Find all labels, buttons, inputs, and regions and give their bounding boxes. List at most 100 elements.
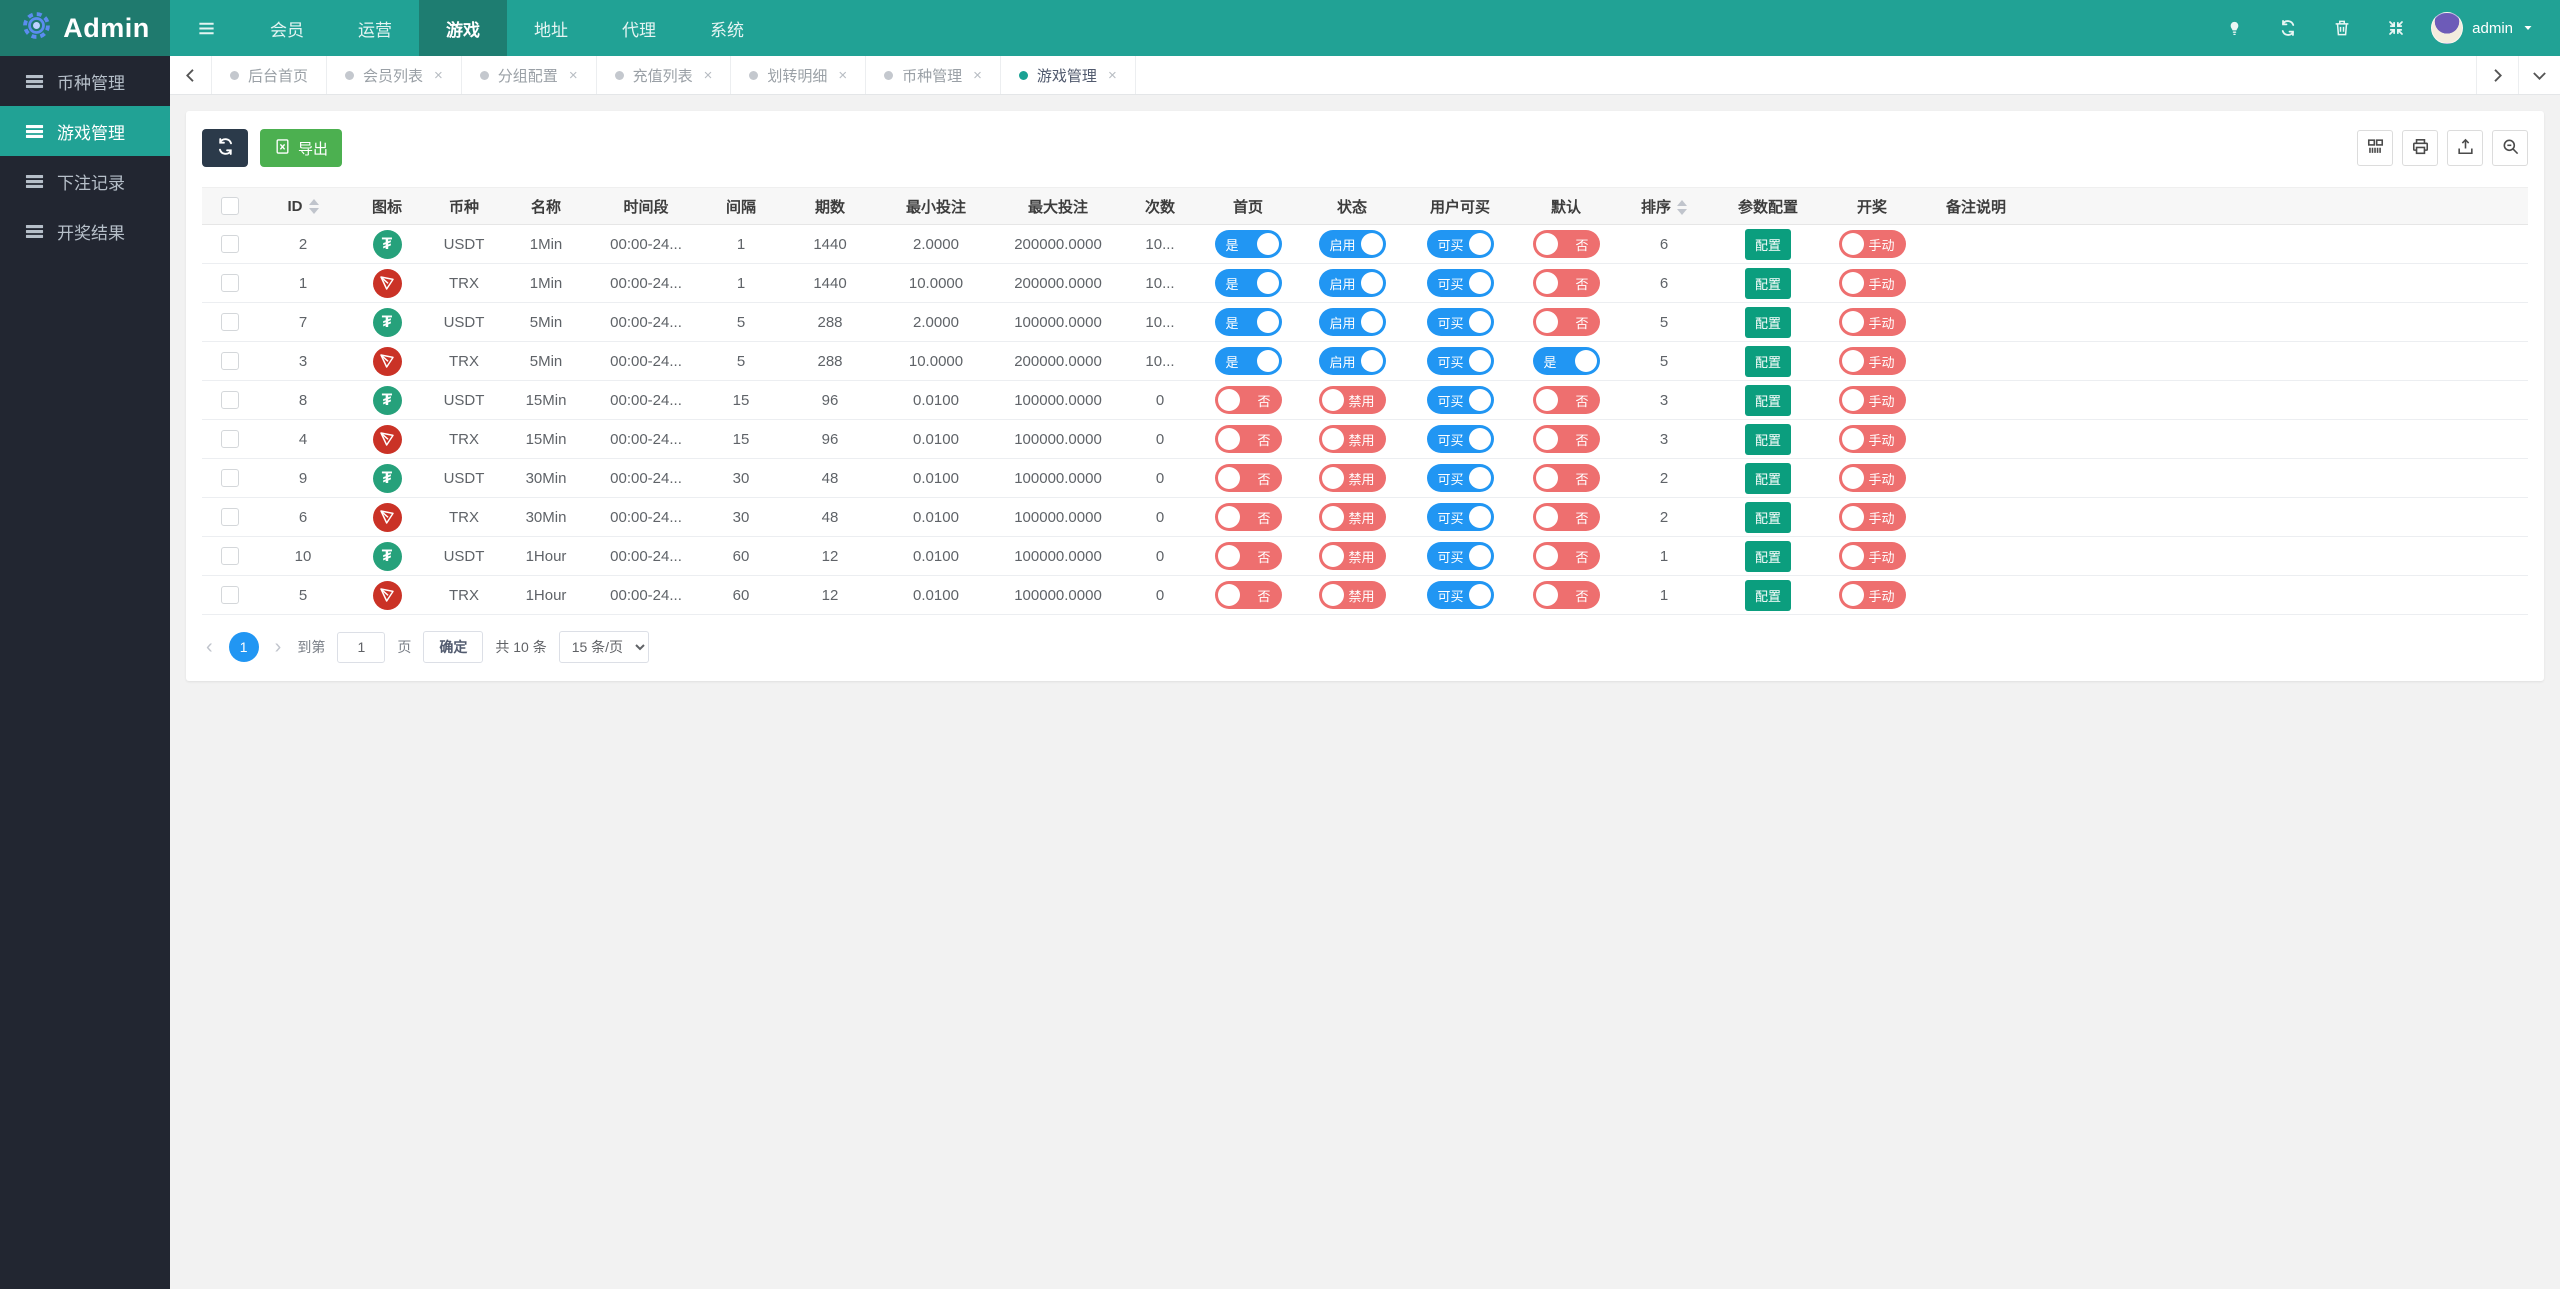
row-checkbox[interactable]: [221, 391, 239, 410]
tabs-scroll-right-button[interactable]: [2476, 56, 2518, 94]
draw-toggle[interactable]: 手动: [1838, 386, 1906, 414]
default-toggle[interactable]: 否: [1532, 503, 1600, 531]
default-toggle[interactable]: 否: [1532, 269, 1600, 297]
user-buy-toggle[interactable]: 可买: [1426, 308, 1494, 336]
tabs-scroll-left-button[interactable]: [170, 56, 212, 94]
config-button[interactable]: 配置: [1744, 462, 1791, 494]
nav-menu-item-2[interactable]: 运营: [331, 0, 419, 56]
draw-toggle[interactable]: 手动: [1838, 425, 1906, 453]
draw-toggle[interactable]: 手动: [1838, 542, 1906, 570]
trash-icon[interactable]: [2333, 19, 2351, 37]
prev-page-button[interactable]: ‹: [206, 635, 213, 658]
confirm-page-button[interactable]: 确定: [423, 631, 484, 663]
tabs-menu-button[interactable]: [2518, 56, 2560, 94]
sort-carets-icon[interactable]: [308, 199, 319, 215]
status-toggle[interactable]: 启用: [1318, 308, 1386, 336]
row-checkbox[interactable]: [221, 430, 239, 449]
export-button[interactable]: 导出: [260, 129, 343, 167]
tab-3[interactable]: 充值列表 ×: [597, 56, 732, 94]
config-button[interactable]: 配置: [1744, 501, 1791, 533]
tab-6[interactable]: 游戏管理 ×: [1001, 56, 1136, 94]
config-button[interactable]: 配置: [1744, 579, 1791, 611]
config-button[interactable]: 配置: [1744, 228, 1791, 260]
user-buy-toggle[interactable]: 可买: [1426, 542, 1494, 570]
home-toggle[interactable]: 否: [1214, 425, 1282, 453]
home-toggle[interactable]: 是: [1214, 269, 1282, 297]
user-buy-toggle[interactable]: 可买: [1426, 581, 1494, 609]
tab-0[interactable]: 后台首页: [212, 56, 328, 94]
draw-toggle[interactable]: 手动: [1838, 503, 1906, 531]
status-toggle[interactable]: 禁用: [1318, 503, 1386, 531]
user-buy-toggle[interactable]: 可买: [1426, 386, 1494, 414]
home-toggle[interactable]: 否: [1214, 464, 1282, 492]
sidebar-item-3[interactable]: 开奖结果: [0, 206, 170, 256]
tab-4[interactable]: 划转明细 ×: [731, 56, 867, 94]
status-toggle[interactable]: 启用: [1318, 230, 1386, 258]
user-buy-toggle[interactable]: 可买: [1426, 503, 1494, 531]
row-checkbox[interactable]: [221, 313, 239, 332]
tab-close-icon[interactable]: ×: [434, 66, 443, 84]
default-toggle[interactable]: 否: [1532, 230, 1600, 258]
row-checkbox[interactable]: [221, 547, 239, 566]
config-button[interactable]: 配置: [1744, 384, 1791, 416]
next-page-button[interactable]: ›: [274, 635, 282, 658]
default-toggle[interactable]: 是: [1532, 347, 1600, 375]
row-checkbox[interactable]: [221, 508, 239, 527]
user-buy-toggle[interactable]: 可买: [1426, 464, 1494, 492]
user-menu[interactable]: admin: [2431, 12, 2534, 44]
config-button[interactable]: 配置: [1744, 345, 1791, 377]
lamp-icon[interactable]: [2226, 20, 2243, 37]
home-toggle[interactable]: 是: [1214, 230, 1282, 258]
draw-toggle[interactable]: 手动: [1838, 269, 1906, 297]
row-checkbox[interactable]: [221, 586, 239, 605]
status-toggle[interactable]: 禁用: [1318, 542, 1386, 570]
default-toggle[interactable]: 否: [1532, 464, 1600, 492]
row-checkbox[interactable]: [221, 274, 239, 293]
home-toggle[interactable]: 否: [1214, 386, 1282, 414]
default-toggle[interactable]: 否: [1532, 542, 1600, 570]
status-toggle[interactable]: 启用: [1318, 269, 1386, 297]
refresh-icon[interactable]: [2279, 19, 2297, 37]
nav-menu-item-1[interactable]: 会员: [243, 0, 331, 56]
brand[interactable]: Admin: [0, 0, 170, 56]
home-toggle[interactable]: 否: [1214, 503, 1282, 531]
status-toggle[interactable]: 禁用: [1318, 386, 1386, 414]
sort-carets-icon[interactable]: [1677, 200, 1687, 216]
page-size-select[interactable]: 15 条/页: [558, 631, 649, 663]
draw-toggle[interactable]: 手动: [1838, 308, 1906, 336]
draw-toggle[interactable]: 手动: [1838, 464, 1906, 492]
home-toggle[interactable]: 否: [1214, 542, 1282, 570]
nav-menu-toggle[interactable]: [170, 0, 243, 56]
tab-5[interactable]: 币种管理 ×: [866, 56, 1001, 94]
user-buy-toggle[interactable]: 可买: [1426, 347, 1494, 375]
nav-menu-item-3[interactable]: 游戏: [419, 0, 507, 56]
default-toggle[interactable]: 否: [1532, 425, 1600, 453]
row-checkbox[interactable]: [221, 352, 239, 371]
user-buy-toggle[interactable]: 可买: [1426, 269, 1494, 297]
tab-close-icon[interactable]: ×: [568, 66, 578, 84]
tab-close-icon[interactable]: ×: [838, 66, 848, 84]
sidebar-item-2[interactable]: 下注记录: [0, 156, 170, 206]
fullscreen-icon[interactable]: [2387, 19, 2405, 37]
default-toggle[interactable]: 否: [1532, 308, 1600, 336]
tab-close-icon[interactable]: ×: [1107, 66, 1117, 84]
print-button[interactable]: [2402, 130, 2438, 166]
home-toggle[interactable]: 否: [1214, 581, 1282, 609]
page-number-button[interactable]: 1: [228, 632, 259, 662]
search-button[interactable]: [2492, 130, 2528, 166]
column-header[interactable]: ID: [258, 187, 348, 225]
tab-close-icon[interactable]: ×: [703, 66, 713, 84]
config-button[interactable]: 配置: [1744, 267, 1791, 299]
draw-toggle[interactable]: 手动: [1838, 347, 1906, 375]
row-checkbox[interactable]: [221, 235, 239, 254]
nav-menu-item-4[interactable]: 地址: [507, 0, 595, 56]
refresh-button[interactable]: [202, 129, 248, 167]
nav-menu-item-6[interactable]: 系统: [683, 0, 771, 56]
status-toggle[interactable]: 启用: [1318, 347, 1386, 375]
tab-2[interactable]: 分组配置 ×: [462, 56, 597, 94]
row-checkbox[interactable]: [221, 469, 239, 488]
config-button[interactable]: 配置: [1744, 540, 1791, 572]
sidebar-item-1[interactable]: 游戏管理: [0, 106, 170, 156]
nav-menu-item-5[interactable]: 代理: [595, 0, 683, 56]
user-buy-toggle[interactable]: 可买: [1426, 425, 1494, 453]
